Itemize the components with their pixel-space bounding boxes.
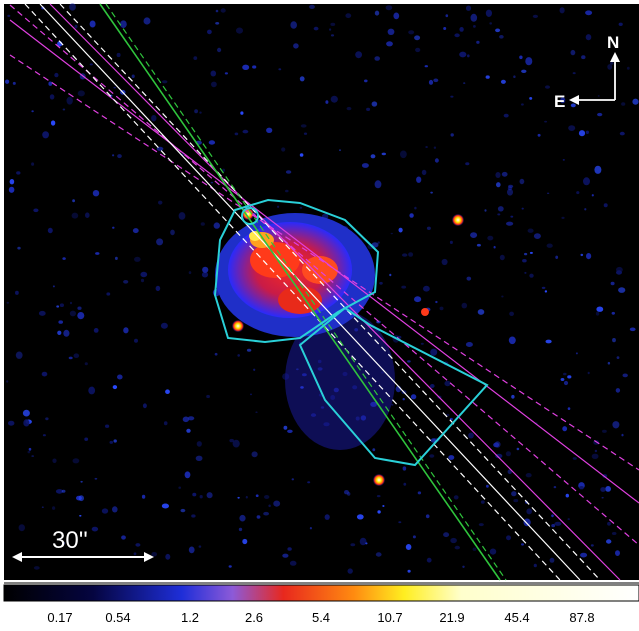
- colorbar-tick-label: 45.4: [504, 610, 530, 625]
- colorbar: [3, 584, 639, 602]
- colorbar-tick-label: 0.17: [47, 610, 73, 625]
- compass-east-label: E: [554, 92, 565, 111]
- nebula-emission: [215, 213, 375, 337]
- compass: [569, 52, 620, 105]
- nebula-region: [213, 198, 380, 344]
- colorbar-tick-label: 1.2: [180, 610, 200, 625]
- colorbar-tick-label: 10.7: [377, 610, 403, 625]
- colorbar-tick-label: 21.9: [439, 610, 465, 625]
- colorbar-tick-label: 2.6: [244, 610, 264, 625]
- diffuse-emission: [285, 310, 395, 450]
- compass-north-label: N: [607, 33, 619, 52]
- colorbar-tick-label: 0.54: [105, 610, 131, 625]
- scale-bar: [12, 552, 154, 562]
- pulsar-region: [241, 207, 259, 225]
- direction-lines: [9, 3, 639, 581]
- trail-region: [298, 306, 489, 467]
- colorbar-tick-label: 87.8: [569, 610, 595, 625]
- point-sources: [232, 208, 464, 486]
- scale-bar-label: 30'': [52, 527, 88, 554]
- colorbar-tick-label: 5.4: [311, 610, 331, 625]
- background-noise: [5, 3, 639, 574]
- region-outlines: [213, 198, 489, 467]
